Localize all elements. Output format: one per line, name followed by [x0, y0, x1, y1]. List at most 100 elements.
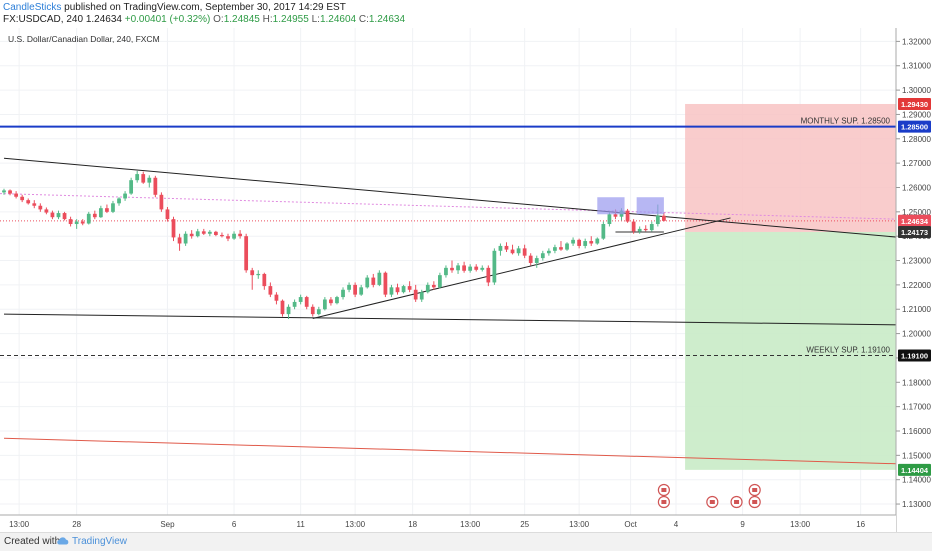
- candle-up: [117, 198, 121, 204]
- candle-up: [256, 273, 261, 276]
- candle-up: [516, 248, 521, 254]
- price-tick-label: 1.21000: [902, 305, 931, 314]
- price-tick-label: 1.28000: [902, 135, 931, 144]
- price-label-box: [898, 120, 931, 133]
- candle-up: [649, 224, 654, 231]
- price-tick-label: 1.14000: [902, 476, 931, 485]
- price-tick-label: 1.25000: [902, 208, 931, 217]
- candle-up: [341, 289, 345, 298]
- candle-down: [153, 177, 158, 195]
- tradingview-brand[interactable]: TradingView: [72, 536, 128, 547]
- candle-down: [68, 219, 73, 225]
- candle-up: [286, 306, 291, 315]
- candle-up: [492, 250, 497, 283]
- candle-down: [522, 248, 527, 256]
- candle-up: [601, 224, 606, 239]
- time-tick-label: 13:00: [9, 520, 30, 529]
- open-value: 1.24845: [223, 14, 260, 25]
- calendar-event-icon-glyph: [709, 500, 715, 504]
- price-tick-label: 1.26000: [902, 183, 931, 192]
- price-axis[interactable]: [896, 28, 932, 532]
- price-tick-label: 1.31000: [902, 62, 931, 71]
- candle-down: [262, 273, 267, 287]
- candle-down: [165, 209, 170, 220]
- candle-down: [383, 272, 388, 295]
- price-label-box: [898, 225, 931, 238]
- ascending-trendline: [312, 217, 731, 319]
- weekly-support-label: WEEKLY SUP. 1.19100: [806, 346, 890, 355]
- candle-up: [195, 231, 200, 237]
- candle-up: [655, 215, 660, 225]
- candle-up: [147, 177, 152, 183]
- time-tick-label: 6: [232, 520, 237, 529]
- time-tick-label: 16: [856, 520, 865, 529]
- price-tick-label: 1.30000: [902, 86, 931, 95]
- candle-up: [2, 190, 6, 193]
- event-badges: [657, 483, 761, 509]
- candle-down: [244, 236, 249, 271]
- footer: Created with TradingView: [0, 532, 932, 551]
- candle-up: [571, 239, 575, 244]
- position-zones: [685, 103, 896, 470]
- published-text: published on TradingView.com, September …: [64, 2, 346, 13]
- tradingview-cloud-logo-icon: [57, 537, 69, 545]
- price-tick-label: 1.23000: [902, 257, 931, 266]
- candle-up: [637, 228, 642, 232]
- price-label-text: 1.28500: [901, 123, 928, 132]
- candle-up: [232, 233, 236, 239]
- candle-down: [304, 297, 309, 307]
- candle-down: [631, 221, 636, 232]
- candle-up: [98, 208, 103, 218]
- candle-up: [377, 272, 382, 285]
- candle-down: [50, 212, 55, 218]
- low-label: L:: [311, 14, 320, 25]
- time-axis[interactable]: [0, 515, 896, 532]
- time-tick-label: 11: [296, 520, 305, 529]
- time-tick-label: 4: [674, 520, 679, 529]
- time-tick-label: 28: [72, 520, 81, 529]
- candle-down: [177, 237, 182, 244]
- candle-down: [159, 194, 164, 210]
- candle-up: [298, 297, 303, 302]
- candle-up: [347, 284, 351, 290]
- calendar-event-icon-glyph: [752, 500, 758, 504]
- ohlc-line: FX:USDCAD, 240 1.24634 +0.00401 (+0.32%)…: [3, 14, 405, 25]
- high-label: H:: [262, 14, 273, 25]
- candle-down: [92, 213, 97, 218]
- candle-up: [540, 253, 545, 259]
- candle-down: [510, 249, 515, 254]
- author-link[interactable]: CandleSticks: [3, 2, 62, 13]
- candle-down: [214, 231, 218, 235]
- highlight-box: [636, 197, 664, 215]
- candle-up: [389, 287, 394, 295]
- chart-title: U.S. Dollar/Canadian Dollar, 240, FXCM: [8, 34, 160, 44]
- candle-down: [26, 200, 31, 204]
- candle-up: [56, 213, 61, 218]
- candle-down: [141, 174, 146, 183]
- candle-up: [359, 287, 364, 295]
- candle-down: [395, 287, 400, 293]
- price-label-box: [898, 97, 931, 110]
- candle-down: [504, 245, 509, 250]
- candle-down: [450, 267, 454, 271]
- candle-up: [583, 241, 588, 246]
- highlight-boxes: [597, 197, 664, 215]
- low-value: 1.24604: [319, 14, 357, 25]
- candle-down: [353, 284, 358, 295]
- candle-down: [431, 284, 436, 288]
- take-profit-zone: [685, 231, 896, 470]
- candle-up: [595, 238, 600, 244]
- price-label-text: 1.24173: [901, 228, 928, 237]
- candle-down: [226, 236, 230, 239]
- created-with-text: Created with: [4, 536, 61, 547]
- price-tick-label: 1.32000: [902, 37, 931, 46]
- candle-down: [171, 219, 176, 238]
- candle-down: [613, 214, 618, 217]
- candle-down: [310, 306, 315, 315]
- price-label-text: 1.24634: [901, 217, 929, 226]
- candle-up: [322, 299, 327, 310]
- candle-down: [474, 266, 479, 270]
- candle-down: [38, 205, 43, 210]
- candle-down: [371, 277, 376, 285]
